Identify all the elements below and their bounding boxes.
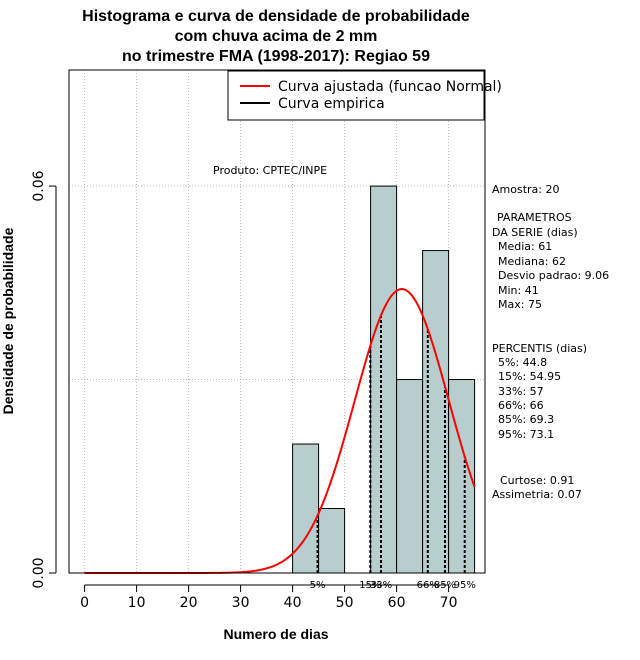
grid-lines [69, 70, 485, 573]
y-axis: 0.00 0.06 [31, 170, 57, 589]
x-tick-label: 70 [440, 595, 458, 611]
y-axis-label: Densidade de probabilidade [0, 227, 16, 414]
histogram-bar [318, 508, 346, 574]
chart-title-line-2: com chuva acima de 2 mm [175, 28, 378, 45]
stat-p95: 95%: 73.1 [498, 428, 554, 441]
stat-curtose: Curtose: 0.91 [500, 474, 574, 487]
stat-p33: 33%: 57 [498, 385, 544, 398]
stat-desvio: Desvio padrao: 9.06 [498, 269, 609, 282]
stat-p5: 5%: 44.8 [498, 356, 547, 369]
x-tick-label: 10 [128, 595, 146, 611]
stat-mediana: Mediana: 62 [498, 255, 566, 268]
y-tick-label: 0.00 [31, 557, 47, 588]
x-tick-label: 20 [180, 595, 198, 611]
stat-max: Max: 75 [498, 298, 542, 311]
histogram-bar [292, 443, 320, 574]
x-tick-label: 30 [232, 595, 250, 611]
stat-amostra: Amostra: 20 [492, 183, 559, 196]
legend-box [227, 70, 485, 121]
stat-percentis-title: PERCENTIS (dias) [492, 342, 587, 355]
x-tick-label: 60 [388, 595, 406, 611]
stat-p66: 66%: 66 [498, 399, 544, 412]
chart-title-line-3: no trimestre FMA (1998-2017): Regiao 59 [122, 48, 430, 65]
legend: Curva ajustada (funcao Normal) Curva emp… [227, 70, 502, 121]
legend-label-empirical: Curva empirica [278, 96, 385, 112]
y-tick-label: 0.06 [31, 170, 47, 201]
stat-assimetria: Assimetria: 0.07 [492, 488, 582, 501]
x-tick-label: 0 [80, 595, 89, 611]
histogram-bar [396, 379, 424, 574]
stats-panel: Amostra: 20 PARAMETROS DA SERIE (dias) M… [492, 183, 609, 501]
percentile-label: 95% [454, 580, 476, 591]
x-axis-label: Numero de dias [223, 626, 328, 642]
x-tick-label: 40 [284, 595, 302, 611]
x-tick-label: 50 [336, 595, 354, 611]
legend-label-fitted: Curva ajustada (funcao Normal) [278, 79, 502, 95]
plot-frame [68, 69, 486, 574]
stat-parametros-title-1: PARAMETROS [497, 211, 572, 224]
histogram-bars [292, 185, 476, 574]
histogram-bar [370, 185, 398, 574]
stat-p15: 15%: 54.95 [498, 370, 561, 383]
stat-parametros-title-2: DA SERIE (dias) [492, 226, 578, 239]
stat-min: Min: 41 [498, 284, 539, 297]
product-label: Produto: CPTEC/INPE [213, 164, 327, 177]
x-axis: 0 10 20 30 40 50 60 70 [80, 584, 458, 611]
stat-media: Media: 61 [498, 240, 552, 253]
chart-title-line-1: Histograma e curva de densidade de proba… [82, 8, 470, 25]
stat-p85: 85%: 69.3 [498, 413, 554, 426]
